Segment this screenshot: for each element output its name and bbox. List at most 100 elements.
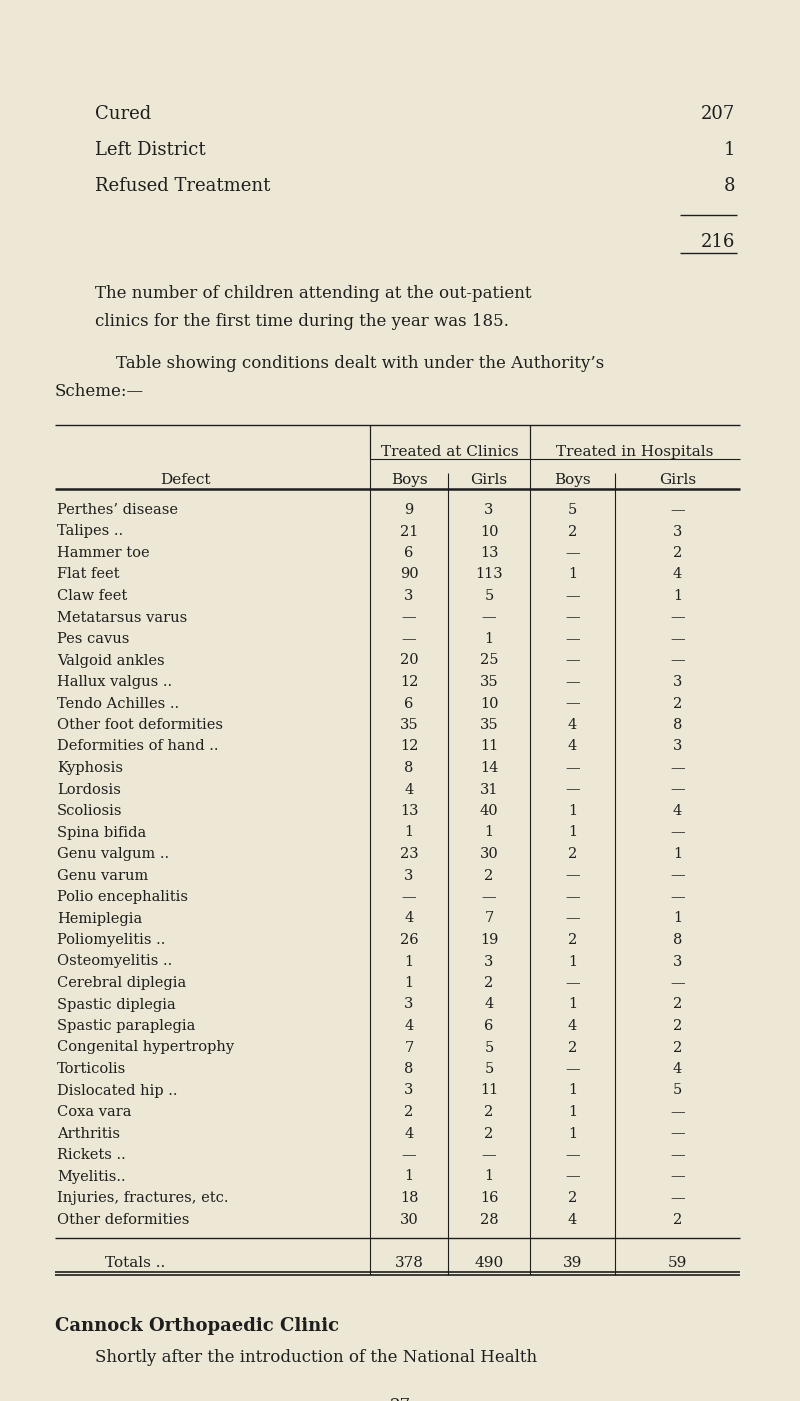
Text: —: — [670,976,685,991]
Text: Treated at Clinics: Treated at Clinics [381,446,519,460]
Text: 16: 16 [480,1191,498,1205]
Text: 2: 2 [568,524,577,538]
Text: Torticolis: Torticolis [57,1062,126,1076]
Text: Table showing conditions dealt with under the Authority’s: Table showing conditions dealt with unde… [95,354,604,373]
Text: 18: 18 [400,1191,418,1205]
Text: 1: 1 [485,825,494,839]
Text: —: — [670,1191,685,1205]
Text: —: — [565,675,580,689]
Text: 3: 3 [404,998,414,1012]
Text: 28: 28 [480,1212,498,1226]
Text: Genu varum: Genu varum [57,869,148,883]
Text: 8: 8 [723,177,735,195]
Text: 25: 25 [480,653,498,667]
Text: —: — [670,611,685,625]
Text: —: — [482,611,496,625]
Text: 2: 2 [484,1105,494,1119]
Text: Scoliosis: Scoliosis [57,804,122,818]
Text: 2: 2 [404,1105,414,1119]
Text: Other deformities: Other deformities [57,1212,190,1226]
Text: Congenital hypertrophy: Congenital hypertrophy [57,1041,234,1055]
Text: 1: 1 [405,976,414,991]
Text: 4: 4 [673,567,682,581]
Text: Hallux valgus ..: Hallux valgus .. [57,675,172,689]
Text: 30: 30 [400,1212,418,1226]
Text: 378: 378 [394,1257,423,1269]
Text: 2: 2 [484,869,494,883]
Text: 7: 7 [404,1041,414,1055]
Text: Cannock Orthopaedic Clinic: Cannock Orthopaedic Clinic [55,1317,339,1335]
Text: 8: 8 [404,761,414,775]
Text: —: — [670,825,685,839]
Text: 4: 4 [484,998,494,1012]
Text: —: — [565,588,580,602]
Text: 11: 11 [480,740,498,754]
Text: 1: 1 [568,825,577,839]
Text: —: — [670,783,685,797]
Text: —: — [670,761,685,775]
Text: Boys: Boys [390,474,427,488]
Text: —: — [565,696,580,710]
Text: 20: 20 [400,653,418,667]
Text: 39: 39 [563,1257,582,1269]
Text: 8: 8 [673,717,682,731]
Text: 27: 27 [390,1397,410,1401]
Text: —: — [565,546,580,560]
Text: 4: 4 [404,783,414,797]
Text: Myelitis..: Myelitis.. [57,1170,126,1184]
Text: Scheme:—: Scheme:— [55,382,144,401]
Text: 2: 2 [673,998,682,1012]
Text: Claw feet: Claw feet [57,588,127,602]
Text: 90: 90 [400,567,418,581]
Text: —: — [565,1170,580,1184]
Text: 1: 1 [673,588,682,602]
Text: 2: 2 [568,1191,577,1205]
Text: Osteomyelitis ..: Osteomyelitis .. [57,954,172,968]
Text: 13: 13 [400,804,418,818]
Text: 3: 3 [404,588,414,602]
Text: —: — [670,890,685,904]
Text: Totals ..: Totals .. [105,1257,165,1269]
Text: Spastic paraplegia: Spastic paraplegia [57,1019,195,1033]
Text: 13: 13 [480,546,498,560]
Text: 1: 1 [568,954,577,968]
Text: 5: 5 [673,1083,682,1097]
Text: 6: 6 [404,546,414,560]
Text: Lordosis: Lordosis [57,783,121,797]
Text: 4: 4 [404,912,414,926]
Text: 3: 3 [484,954,494,968]
Text: Left District: Left District [95,142,206,158]
Text: 1: 1 [568,1126,577,1140]
Text: 2: 2 [568,933,577,947]
Text: 1: 1 [405,825,414,839]
Text: 2: 2 [568,848,577,862]
Text: Genu valgum ..: Genu valgum .. [57,848,169,862]
Text: 3: 3 [673,954,682,968]
Text: —: — [565,761,580,775]
Text: clinics for the first time during the year was 185.: clinics for the first time during the ye… [95,312,509,331]
Text: —: — [482,890,496,904]
Text: Flat feet: Flat feet [57,567,119,581]
Text: 2: 2 [568,1041,577,1055]
Text: Refused Treatment: Refused Treatment [95,177,270,195]
Text: 207: 207 [701,105,735,123]
Text: 5: 5 [484,588,494,602]
Text: 2: 2 [673,696,682,710]
Text: 2: 2 [673,546,682,560]
Text: 31: 31 [480,783,498,797]
Text: 7: 7 [484,912,494,926]
Text: 1: 1 [405,1170,414,1184]
Text: Polio encephalitis: Polio encephalitis [57,890,188,904]
Text: 2: 2 [484,1126,494,1140]
Text: Shortly after the introduction of the National Health: Shortly after the introduction of the Na… [95,1349,537,1366]
Text: 3: 3 [673,524,682,538]
Text: Pes cavus: Pes cavus [57,632,130,646]
Text: Spina bifida: Spina bifida [57,825,146,839]
Text: Other foot deformities: Other foot deformities [57,717,223,731]
Text: 1: 1 [568,998,577,1012]
Text: 3: 3 [673,740,682,754]
Text: 8: 8 [673,933,682,947]
Text: 4: 4 [568,1212,577,1226]
Text: 1: 1 [405,954,414,968]
Text: —: — [402,611,416,625]
